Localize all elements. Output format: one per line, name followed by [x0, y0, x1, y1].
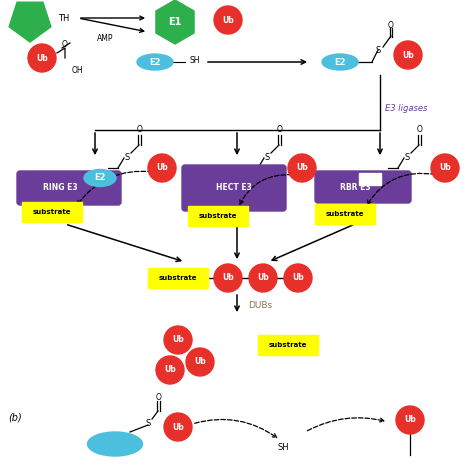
Circle shape — [164, 413, 192, 441]
Ellipse shape — [137, 54, 173, 70]
FancyBboxPatch shape — [188, 206, 248, 226]
Circle shape — [148, 154, 176, 182]
Circle shape — [164, 326, 192, 354]
Text: substrate: substrate — [159, 275, 197, 281]
Circle shape — [214, 6, 242, 34]
Text: RING E3: RING E3 — [43, 183, 77, 192]
Ellipse shape — [88, 432, 143, 456]
Text: O: O — [156, 392, 162, 401]
Text: Ub: Ub — [439, 164, 451, 173]
Circle shape — [288, 154, 316, 182]
Ellipse shape — [84, 170, 116, 186]
Text: S: S — [124, 153, 129, 162]
Text: substrate: substrate — [326, 211, 364, 217]
Circle shape — [431, 154, 459, 182]
Text: Ub: Ub — [257, 273, 269, 283]
Text: E1: E1 — [168, 17, 182, 27]
Text: DUBs: DUBs — [248, 301, 272, 310]
Text: RBR E3: RBR E3 — [340, 183, 370, 192]
Circle shape — [284, 264, 312, 292]
Text: S: S — [375, 46, 381, 55]
Text: (b): (b) — [8, 413, 22, 423]
Text: Ub: Ub — [172, 422, 184, 431]
Text: E2: E2 — [149, 57, 161, 66]
Text: O: O — [417, 126, 423, 135]
Text: O: O — [62, 39, 68, 48]
FancyBboxPatch shape — [17, 171, 121, 205]
Text: O: O — [277, 126, 283, 135]
Text: TH: TH — [58, 13, 69, 22]
Circle shape — [214, 264, 242, 292]
FancyBboxPatch shape — [258, 335, 318, 355]
Text: E2: E2 — [94, 173, 106, 182]
Text: Ub: Ub — [404, 416, 416, 425]
Text: Ub: Ub — [172, 336, 184, 345]
Text: AMP: AMP — [97, 34, 113, 43]
Circle shape — [186, 348, 214, 376]
Polygon shape — [9, 2, 51, 42]
Text: E2: E2 — [334, 57, 346, 66]
FancyBboxPatch shape — [148, 268, 208, 288]
Text: S: S — [404, 153, 410, 162]
Text: O: O — [388, 20, 394, 29]
Text: O: O — [137, 126, 143, 135]
Text: Ub: Ub — [164, 365, 176, 374]
Text: Ub: Ub — [402, 51, 414, 60]
Circle shape — [28, 44, 56, 72]
Polygon shape — [156, 0, 194, 44]
Text: Ub: Ub — [156, 164, 168, 173]
Text: SH: SH — [190, 55, 201, 64]
Circle shape — [249, 264, 277, 292]
Text: Ub: Ub — [194, 357, 206, 366]
Text: substrate: substrate — [33, 209, 71, 215]
Circle shape — [396, 406, 424, 434]
FancyBboxPatch shape — [359, 173, 381, 185]
Text: Ub: Ub — [222, 273, 234, 283]
Text: SH: SH — [278, 443, 290, 452]
Text: Ub: Ub — [292, 273, 304, 283]
Text: substrate: substrate — [199, 213, 237, 219]
FancyBboxPatch shape — [182, 165, 286, 211]
Text: OH: OH — [72, 65, 83, 74]
Circle shape — [394, 41, 422, 69]
Text: Ub: Ub — [36, 54, 48, 63]
Text: HECT E3: HECT E3 — [216, 183, 252, 192]
Text: S: S — [146, 419, 151, 428]
Circle shape — [156, 356, 184, 384]
Ellipse shape — [322, 54, 358, 70]
FancyBboxPatch shape — [22, 202, 82, 222]
Text: Ub: Ub — [296, 164, 308, 173]
Text: Ub: Ub — [222, 16, 234, 25]
Text: S: S — [264, 153, 270, 162]
Text: substrate: substrate — [269, 342, 307, 348]
FancyBboxPatch shape — [315, 171, 411, 203]
FancyBboxPatch shape — [315, 204, 375, 224]
Text: E3 ligases: E3 ligases — [385, 103, 428, 112]
